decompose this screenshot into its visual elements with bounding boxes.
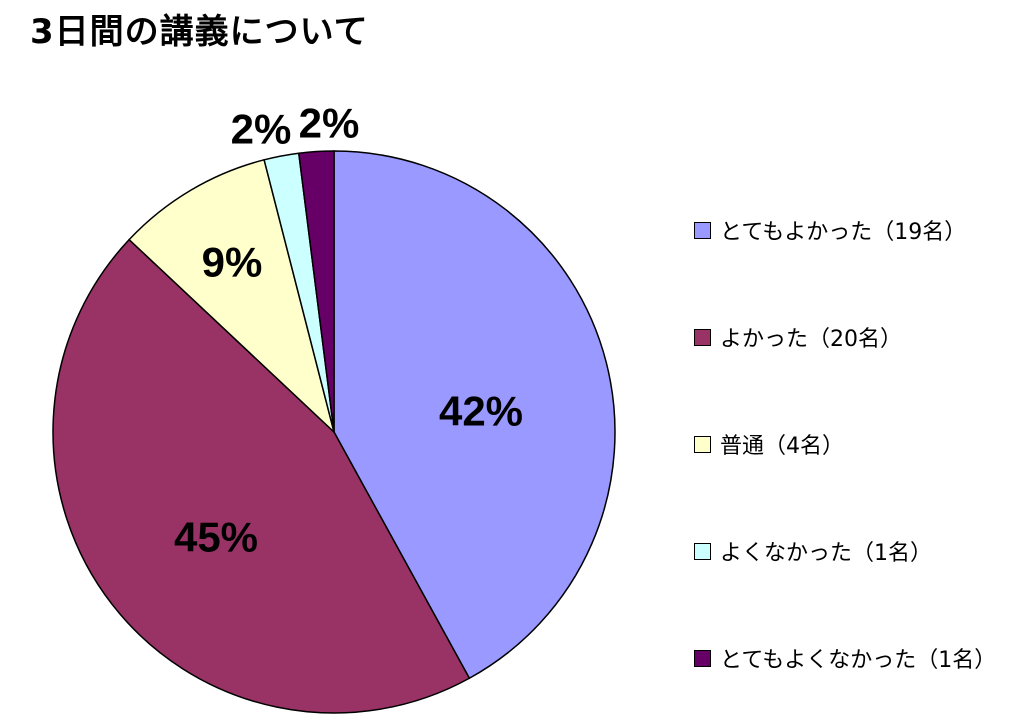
slice-percent-label-4: 2% — [299, 100, 360, 147]
legend-swatch-icon — [694, 542, 711, 560]
slice-percent-label-0: 42% — [439, 388, 523, 435]
pie-slice-1 — [52, 238, 471, 714]
legend-item-very-not-good: とてもよくなかった（1名） — [694, 645, 997, 673]
legend-label: よくなかった（1名） — [720, 541, 932, 566]
legend-item-good: よかった（20名） — [694, 324, 996, 352]
legend-swatch-icon — [694, 649, 711, 667]
pie-slice-0 — [333, 150, 616, 680]
slice-percent-label-1: 45% — [174, 514, 258, 561]
slice-percent-label-2: 9% — [202, 239, 263, 286]
pie-slice-2 — [128, 158, 336, 435]
chart-title: 3日間の講義について — [30, 12, 369, 52]
pie-slice-4 — [297, 150, 335, 433]
legend-swatch-icon — [694, 221, 711, 239]
legend-label: 普通（4名） — [720, 434, 844, 459]
legend-label: とてもよくなかった（1名） — [720, 648, 997, 673]
legend-item-very-good: とてもよかった（19名） — [694, 217, 996, 245]
legend-swatch-icon — [694, 435, 711, 453]
legend-item-not-good: よくなかった（1名） — [694, 538, 996, 566]
legend-label: よかった（20名） — [720, 327, 902, 352]
slice-percent-label-3: 2% — [231, 106, 292, 153]
legend: とてもよかった（19名） よかった（20名） 普通（4名） よくなかった（1名）… — [694, 217, 997, 673]
legend-label: とてもよかった（19名） — [720, 220, 967, 245]
legend-swatch-icon — [694, 328, 711, 346]
legend-item-normal: 普通（4名） — [694, 431, 996, 459]
